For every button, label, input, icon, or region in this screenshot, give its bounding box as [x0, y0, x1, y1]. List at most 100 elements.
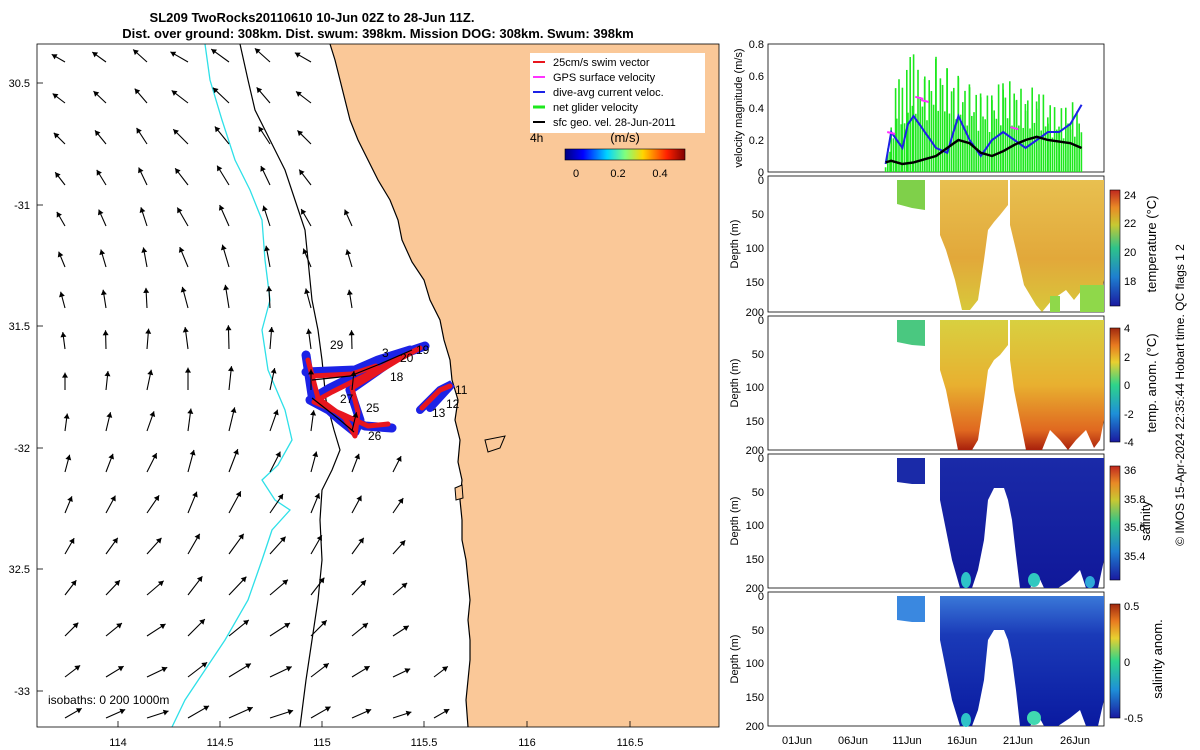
colorbar-tick: 0	[573, 168, 579, 180]
velocity-ylabel: velocity magnitude (m/s)	[733, 48, 745, 167]
current-arrowhead	[310, 410, 317, 416]
legend-box	[530, 53, 705, 133]
colorbar-label: temperature (°C)	[1144, 196, 1159, 293]
current-arrowhead	[312, 451, 319, 458]
sal-anom-highlights	[961, 711, 1041, 727]
section-patch	[897, 180, 925, 210]
current-arrowhead	[155, 537, 162, 544]
colorbar-tick: 36	[1124, 465, 1136, 477]
current-arrowhead	[254, 48, 261, 54]
section-patch	[897, 320, 925, 346]
colorbar-label: salinity anom.	[1150, 619, 1165, 698]
island	[454, 484, 464, 501]
colorbar-tick: 18	[1124, 276, 1136, 288]
time-tick: 16Jun	[947, 735, 977, 747]
depth-tick: 50	[752, 487, 764, 499]
y-tick-label: -33	[14, 686, 30, 698]
colorbar-tick: 2	[1124, 352, 1130, 364]
current-arrowhead	[243, 619, 249, 626]
day-label: 20	[400, 351, 414, 365]
current-arrowhead	[185, 367, 191, 373]
day-label: 25	[366, 401, 380, 415]
current-arrowhead	[354, 453, 360, 460]
geostrophic-velocity-line	[885, 135, 1083, 166]
section-patch	[940, 458, 1104, 588]
current-arrowhead	[238, 533, 244, 540]
current-arrowhead	[405, 710, 412, 717]
section-patch	[940, 320, 1008, 450]
current-arrowhead	[225, 325, 232, 331]
current-arrowhead	[324, 706, 331, 712]
time-tick: 21Jun	[1003, 735, 1033, 747]
gps-velocity-mark	[914, 95, 924, 100]
y-tick-label: 31.5	[9, 321, 30, 333]
isobath-1000m	[171, 44, 293, 727]
colorbar-tick: -0.5	[1124, 713, 1143, 725]
gps-velocity-mark	[1010, 126, 1019, 131]
map-land	[330, 44, 719, 727]
map-panel: 29 3 20 19 18 27 25 26 11 12 13 114 114.…	[9, 43, 720, 749]
map-frame	[36, 43, 720, 728]
current-arrowhead	[211, 49, 218, 55]
time-tick: 06Jun	[838, 735, 868, 747]
x-tick-label: 115	[313, 737, 331, 749]
dive-avg-velocity-line	[884, 104, 1083, 165]
colorbar-tick: 0	[1124, 657, 1130, 669]
section-patch	[1010, 180, 1104, 312]
current-arrowhead	[162, 709, 169, 716]
current-arrowhead	[346, 289, 353, 296]
map-y-axis: 30.5 -31 31.5 -32 32.5 -33	[9, 78, 43, 698]
current-arrowhead	[141, 247, 148, 253]
temperature-colorbar	[1109, 189, 1121, 307]
colorbar-tick: 20	[1124, 247, 1136, 259]
current-arrowhead	[70, 580, 77, 587]
colorbar-tick: 35.4	[1124, 551, 1145, 563]
x-tick-label: 116	[518, 737, 536, 749]
current-arrowhead	[52, 93, 59, 99]
current-arrowhead	[256, 87, 263, 94]
current-arrowhead	[365, 708, 372, 715]
current-arrowhead	[112, 537, 118, 544]
current-arrowhead	[277, 493, 284, 500]
current-arrowhead	[117, 666, 124, 672]
current-arrowhead	[218, 204, 225, 211]
day-label: 19	[416, 343, 430, 357]
current-arrowhead	[147, 369, 154, 376]
map-colorbar: 4h (m/s) 0 0.2 0.4	[530, 130, 686, 180]
current-arrowhead	[63, 413, 70, 419]
isobaths-label: isobaths: 0 200 1000m	[48, 693, 169, 707]
depth-tick: 50	[752, 209, 764, 221]
current-arrowhead	[194, 533, 200, 540]
current-arrowhead	[170, 51, 177, 57]
depth-tick: 0	[758, 175, 764, 187]
time-tick: 26Jun	[1060, 735, 1090, 747]
current-arrowhead	[316, 535, 322, 542]
coastline	[329, 44, 471, 727]
colorbar-tick: 0	[1124, 380, 1130, 392]
current-arrowhead	[102, 330, 109, 336]
colorbar-tick: 4	[1124, 323, 1130, 335]
current-arrowhead	[56, 211, 62, 218]
current-arrowhead	[51, 54, 58, 60]
current-arrowhead	[285, 666, 292, 672]
current-arrowhead	[345, 249, 352, 256]
salinity-highlights	[961, 572, 1095, 588]
current-arrowhead	[104, 371, 111, 377]
current-arrowhead	[396, 456, 402, 462]
current-arrowhead	[145, 328, 152, 334]
current-arrowhead	[299, 169, 305, 176]
legend-label: GPS surface velocity	[553, 72, 656, 84]
current-arrowhead	[362, 623, 368, 629]
section-patch	[897, 596, 925, 622]
current-arrowhead	[136, 127, 142, 134]
section-patch	[940, 596, 1104, 726]
current-arrowhead	[116, 623, 122, 629]
current-arrowhead	[178, 247, 185, 253]
current-arrowhead	[119, 708, 126, 715]
day-label: 27	[340, 392, 354, 406]
current-arrowhead	[235, 491, 242, 498]
colorbar-tick: 0.2	[610, 168, 625, 180]
depth-tick: 150	[746, 416, 764, 428]
depth-label: Depth (m)	[729, 220, 741, 269]
day-label: 3	[382, 346, 389, 360]
